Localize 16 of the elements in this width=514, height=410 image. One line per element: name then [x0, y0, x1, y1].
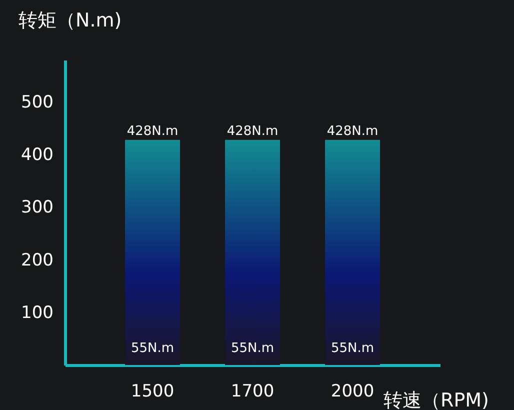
- y-tick-label: 400: [21, 145, 54, 166]
- y-tick-label: 300: [21, 198, 54, 218]
- annotation: 55N.m: [130, 341, 174, 356]
- y-axis-title: 转矩（N.m): [18, 10, 122, 32]
- y-tick-label: 100: [21, 302, 54, 323]
- y-tick-label: 500: [21, 92, 54, 113]
- data-label: 428N.m: [326, 124, 378, 139]
- data-label: 428N.m: [126, 124, 178, 139]
- annotation: 55N.m: [230, 341, 274, 356]
- x-tick-label: 2000: [330, 382, 374, 402]
- x-axis-title: 转速（RPM): [384, 390, 489, 410]
- data-label: 428N.m: [226, 124, 278, 139]
- annotation: 55N.m: [330, 341, 374, 356]
- x-tick-label: 1500: [130, 382, 174, 402]
- y-tick-label: 200: [21, 250, 54, 270]
- x-tick-label: 1700: [230, 382, 274, 402]
